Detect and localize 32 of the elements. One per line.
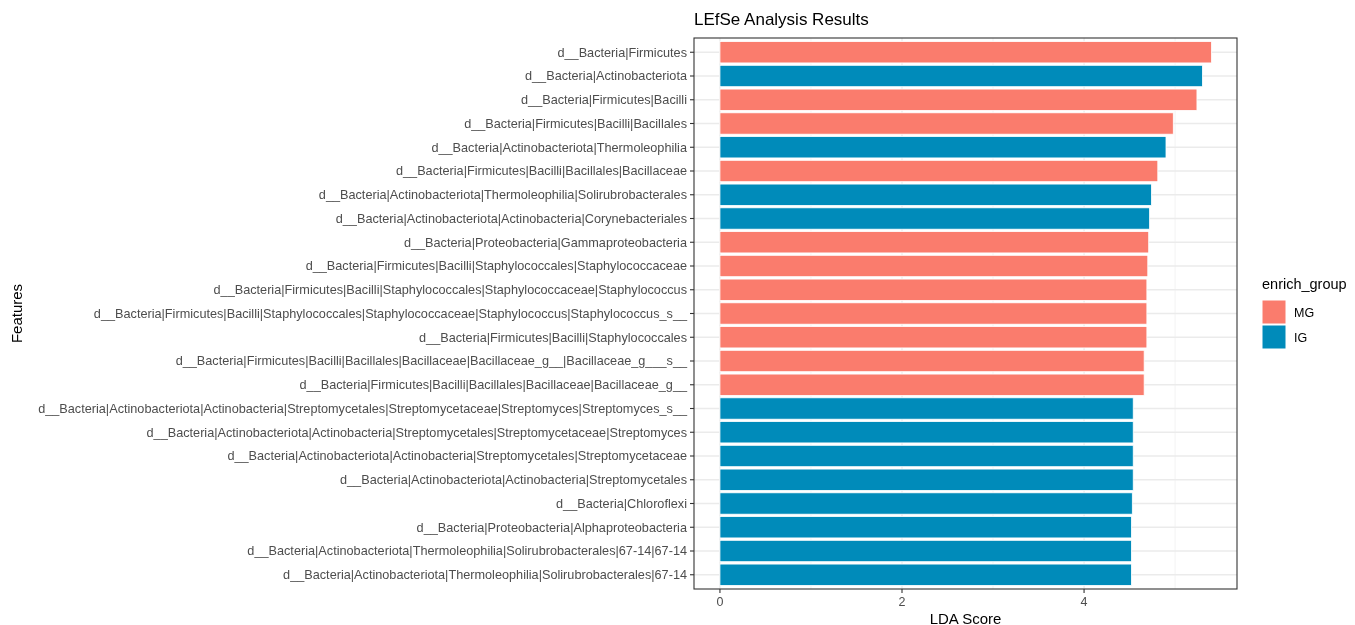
x-axis-title: LDA Score [929,610,1002,625]
y-tick-label: d__Bacteria|Firmicutes|Bacilli|Bacillales|Bacillaceae|Bacillaceae_g__|Bacillaceae_g___s__ [175,354,688,369]
y-tick-label: d__Bacteria|Actinobacteriota|Thermoleophilia|Solirubrobacterales|67-14|67-14 [247,544,687,559]
legend-label: MG [1294,306,1315,320]
y-tick-label: d__Bacteria|Actinobacteriota|Actinobacteria|Streptomycetales|Streptomycetaceae [227,449,687,464]
y-tick-label: d__Bacteria|Firmicutes [557,45,687,60]
y-tick-label: d__Bacteria|Firmicutes|Bacilli [521,93,687,108]
y-tick-label: d__Bacteria|Firmicutes|Bacilli|Bacillales [464,116,687,131]
y-tick-label: d__Bacteria|Chloroflexi [556,496,687,511]
legend-label: IG [1294,331,1308,345]
chart-title: LEfSe Analysis Results [694,10,869,29]
y-axis-title: Features [8,283,25,344]
x-tick-label: 2 [898,595,906,609]
y-tick-label: d__Bacteria|Actinobacteriota|Actinobacteria|Corynebacteriales [335,211,687,226]
y-tick-label: d__Bacteria|Actinobacteriota|Thermoleophilia|Solirubrobacterales [318,188,687,203]
y-tick-label: d__Bacteria|Actinobacteriota|Actinobacteria|Streptomycetales|Streptomycetaceae|Streptomyces [146,425,687,440]
y-tick-label: d__Bacteria|Firmicutes|Bacilli|Bacillales|Bacillaceae|Bacillaceae_g__ [299,378,688,393]
y-tick-label: d__Bacteria|Firmicutes|Bacilli|Staphylococcales|Staphylococcaceae|Staphylococcus [213,283,687,298]
y-tick-label: d__Bacteria|Firmicutes|Bacilli|Staphylococcales [419,330,687,345]
x-tick-label: 0 [716,595,724,609]
y-tick-label: d__Bacteria|Actinobacteriota [525,69,688,84]
y-tick-label: d__Bacteria|Firmicutes|Bacilli|Staphylococcales|Staphylococcaceae|Staphylococcus|Staphylococcus_s__ [93,306,688,321]
y-tick-label: d__Bacteria|Firmicutes|Bacilli|Bacillales|Bacillaceae [395,164,687,179]
y-tick-label: d__Bacteria|Proteobacteria|Gammaproteobacteria [403,235,688,250]
y-tick-label: d__Bacteria|Actinobacteriota|Actinobacteria|Streptomycetales [340,473,687,488]
legend-title: enrich_group [1262,276,1347,292]
y-tick-label: d__Bacteria|Firmicutes|Bacilli|Staphylococcales|Staphylococcaceae [305,259,687,274]
y-tick-label: d__Bacteria|Proteobacteria|Alphaproteobacteria [416,520,688,535]
y-tick-label: d__Bacteria|Actinobacteriota|Thermoleophilia|Solirubrobacterales|67-14 [283,568,687,583]
y-tick-label: d__Bacteria|Actinobacteriota|Actinobacteria|Streptomycetales|Streptomycetaceae|Streptomyces|Streptomyces_s__ [38,401,688,416]
x-tick-label: 4 [1080,595,1088,609]
y-tick-label: d__Bacteria|Actinobacteriota|Thermoleophilia [431,140,688,155]
